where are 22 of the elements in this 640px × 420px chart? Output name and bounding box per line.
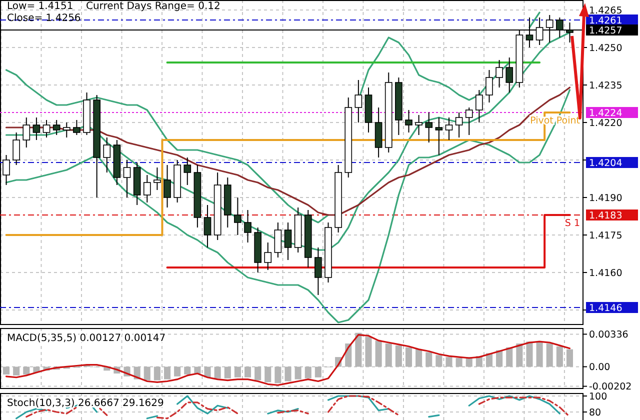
ref-line-label: 1.4183	[589, 210, 622, 222]
y-tick-label: 80	[589, 407, 602, 418]
y-tick-label: 1.4250	[589, 42, 622, 54]
ref-line-label: 1.4204	[589, 158, 622, 169]
y-tick-label: 1.4220	[589, 118, 622, 129]
y-tick-label: 0.00336	[589, 330, 628, 341]
y-tick-label: 1.4190	[589, 192, 622, 204]
y-tick-label: 0.00	[589, 362, 610, 374]
y-tick-label: 1.4235	[589, 80, 622, 92]
y-tick-label: 1.4265	[589, 5, 622, 16]
ref-line-label: 1.4146	[589, 302, 622, 314]
annotation: Close= 1.4256	[7, 13, 81, 24]
ref-line-label: 1.4257	[589, 25, 622, 36]
ref-line-label: 1.4261	[589, 15, 622, 26]
text: MACD(5,35,5) 0.00127 0.00147	[7, 333, 166, 344]
y-tick-label: 1.4175	[589, 230, 622, 242]
y-tick-label: 100	[589, 391, 608, 402]
ref-line-label: 1.4224	[589, 108, 622, 119]
series-label: S 1	[564, 218, 580, 229]
annotation: Low= 1.4151 Current Days Range= 0.12	[7, 1, 220, 12]
y-tick-label: -0.00202	[589, 382, 632, 393]
y-tick-label: 1.4160	[589, 268, 622, 279]
